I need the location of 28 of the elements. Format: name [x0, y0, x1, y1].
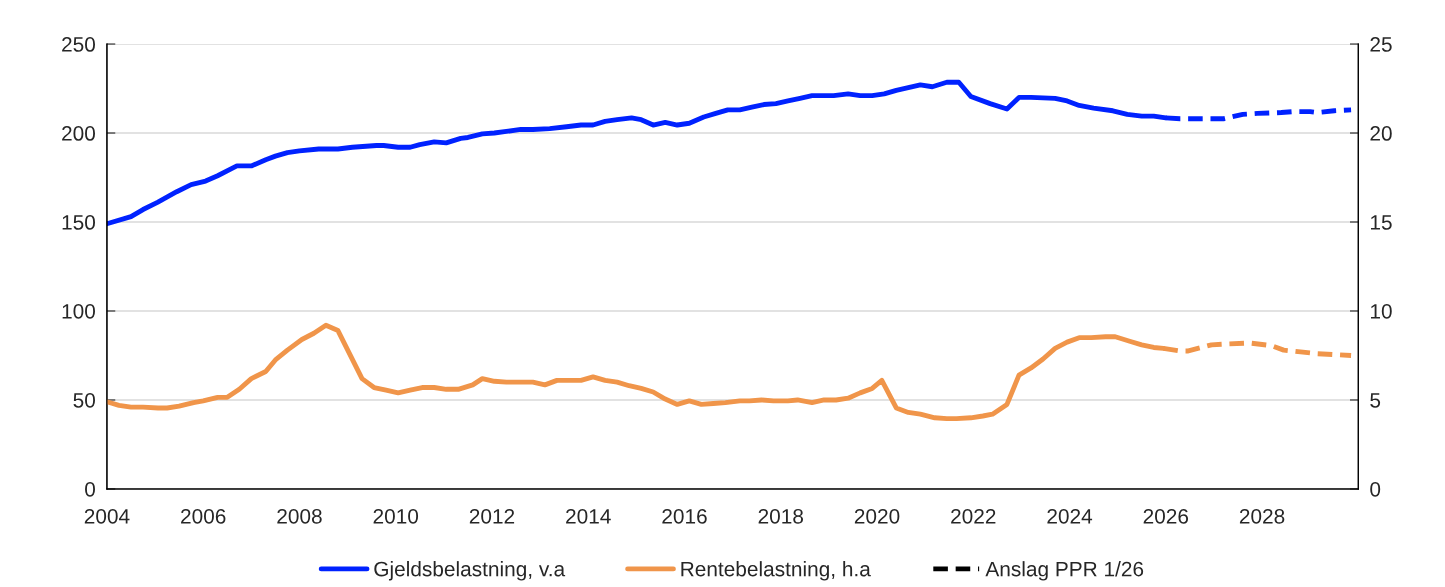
x-tick-label: 2020	[854, 508, 900, 524]
legend-label: Rentebelastning, h.a	[681, 561, 871, 581]
y-tick-label: 50	[73, 392, 96, 408]
x-tick-label: 2028	[1239, 508, 1285, 524]
legend-label: Anslag PPR 1/26	[985, 561, 1144, 581]
y2-tick-label: 15	[1371, 215, 1392, 230]
y2-tick-label: 0	[1370, 481, 1381, 497]
x-tick-label: 2022	[951, 508, 996, 524]
x-tick-label: 2014	[566, 508, 611, 524]
x-tick-label: 2018	[758, 508, 804, 524]
x-tick-label: 2024	[1047, 508, 1093, 524]
y-tick-label: 250	[62, 37, 96, 52]
y2-tick-label: 20	[1370, 126, 1392, 141]
x-tick-label: 2012	[469, 508, 515, 524]
y2-tick-label: 5	[1370, 393, 1381, 408]
y-tick-label: 200	[62, 126, 96, 141]
y2-tick-label: 25	[1370, 37, 1392, 52]
x-tick-label: 2010	[373, 508, 419, 524]
x-tick-label: 2026	[1143, 508, 1189, 524]
y-tick-label: 100	[62, 303, 96, 319]
y-tick-label: 150	[62, 215, 96, 230]
x-tick-label: 2016	[662, 508, 707, 524]
y-tick-label: 0	[85, 481, 96, 497]
y2-tick-label: 10	[1371, 303, 1392, 319]
x-tick-label: 2006	[181, 508, 226, 524]
x-tick-label: 2004	[84, 508, 130, 524]
legend-label: Gjeldsbelastning, v.a	[374, 561, 566, 581]
x-tick-label: 2008	[277, 508, 322, 524]
